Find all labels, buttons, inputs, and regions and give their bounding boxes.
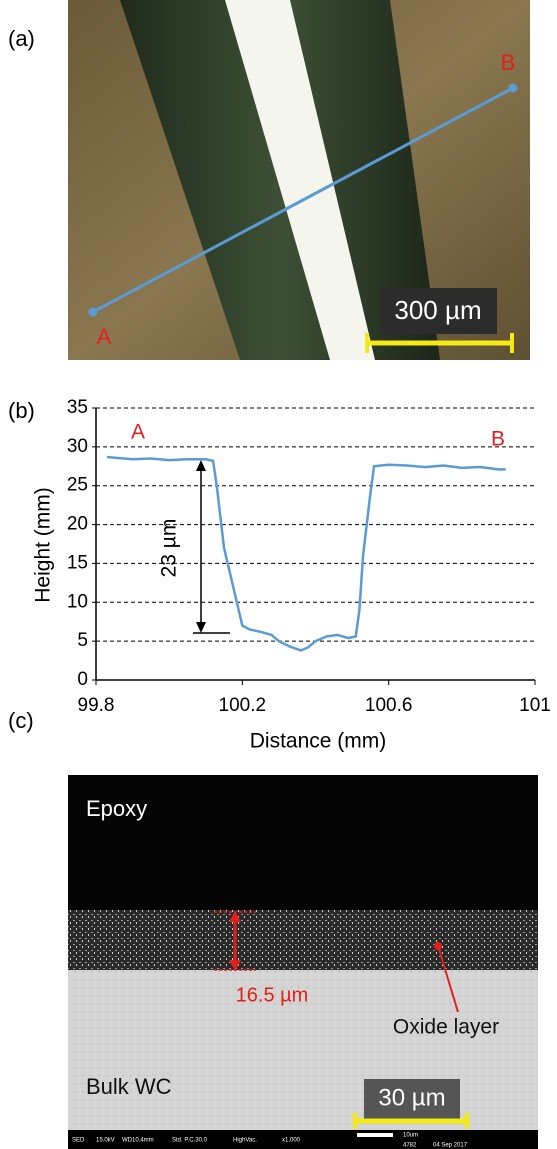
y-tick-label: 0 bbox=[77, 669, 88, 690]
arrow-head bbox=[229, 960, 241, 971]
point bbox=[508, 83, 518, 93]
region-label: Oxide layer bbox=[393, 1016, 499, 1039]
oxide-layer bbox=[68, 910, 538, 970]
arrow-head bbox=[229, 911, 241, 922]
region-label: Epoxy bbox=[86, 796, 147, 821]
y-tick-label: 15 bbox=[67, 552, 88, 573]
point-label: B bbox=[501, 50, 516, 75]
x-tick-label: 99.8 bbox=[78, 695, 115, 716]
info-text: 4782 bbox=[403, 1143, 417, 1149]
thickness-label: 16.5 µm bbox=[236, 984, 309, 1006]
x-tick-label: 100.6 bbox=[365, 695, 413, 716]
region-label: Bulk WC bbox=[86, 1074, 172, 1099]
scale-box bbox=[364, 1079, 460, 1119]
panel-label: (b) bbox=[8, 398, 35, 423]
info-text: WD10.4mm bbox=[122, 1138, 154, 1144]
panel-label: (a) bbox=[8, 26, 35, 51]
scale-label: 300 µm bbox=[394, 295, 481, 325]
scale-label: 30 µm bbox=[378, 1084, 445, 1111]
y-tick-label: 30 bbox=[67, 436, 88, 457]
info-scale bbox=[357, 1133, 393, 1137]
y-tick-label: 25 bbox=[67, 475, 88, 496]
y-axis-title: Height (mm) bbox=[32, 487, 55, 603]
point bbox=[88, 307, 98, 317]
info-text: 04 Sep 2017 bbox=[433, 1143, 468, 1149]
info-bar bbox=[68, 1130, 538, 1149]
info-text: HighVac. bbox=[233, 1138, 257, 1144]
scale-box bbox=[380, 288, 497, 334]
y-tick-label: 20 bbox=[67, 514, 88, 535]
profile-line bbox=[92, 86, 514, 314]
info-text: 15.0kV bbox=[96, 1138, 115, 1144]
x-tick-label: 101 bbox=[519, 695, 551, 716]
panel-label: (c) bbox=[8, 708, 34, 733]
y-tick-label: 5 bbox=[77, 630, 88, 651]
info-text: SED bbox=[72, 1138, 85, 1144]
annotation: 23 µm bbox=[158, 519, 181, 578]
pointer-line bbox=[437, 945, 459, 1013]
annotation: A bbox=[131, 421, 145, 444]
chart: 0 5 10 15 20 25 30 35 99.8 100.2 100.6 101 A B 23 µm bbox=[67, 397, 551, 716]
y-tick-label: 35 bbox=[67, 397, 88, 418]
series-line bbox=[106, 455, 506, 652]
info-texts: SED 15.0kV WD10.4mm Std. P.C.30.0 HighVac. x1… bbox=[72, 1133, 468, 1149]
info-text: x1,000 bbox=[282, 1138, 301, 1144]
annotation: B bbox=[491, 428, 505, 451]
arrow-head bbox=[196, 622, 206, 633]
y-tick-label: 10 bbox=[67, 591, 88, 612]
groove-floor bbox=[225, 0, 375, 360]
info-text: Std. P.C.30.0 bbox=[172, 1138, 208, 1144]
x-tick-label: 100.2 bbox=[219, 695, 267, 716]
arrow-head bbox=[196, 460, 206, 471]
x-axis-title: Distance (mm) bbox=[250, 730, 387, 753]
info-text: 10um bbox=[403, 1133, 418, 1139]
point-label: A bbox=[97, 324, 112, 349]
